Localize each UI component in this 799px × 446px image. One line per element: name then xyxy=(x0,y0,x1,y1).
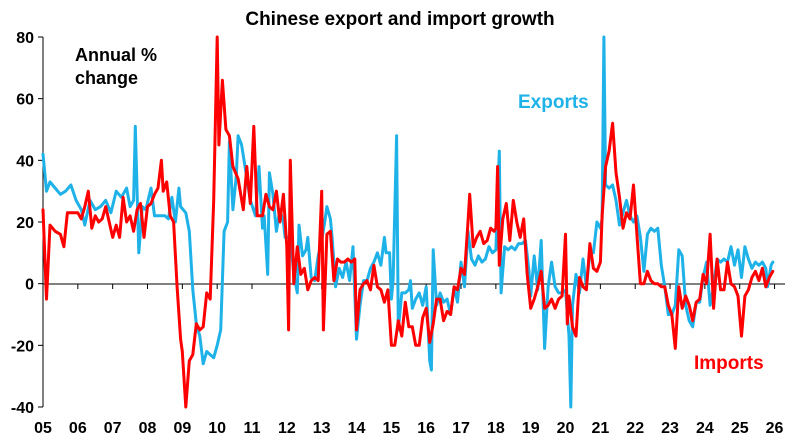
x-tick-label: 11 xyxy=(244,420,261,437)
x-tick-label: 25 xyxy=(731,420,749,437)
unit-label-line1: Annual % xyxy=(75,45,157,65)
y-tick-label: 40 xyxy=(16,153,34,170)
exports-line xyxy=(41,35,775,409)
x-tick-label: 16 xyxy=(417,420,435,437)
unit-label-line2: change xyxy=(75,68,138,88)
x-tick-label: 23 xyxy=(661,420,679,437)
x-tick-label: 13 xyxy=(313,420,331,437)
x-tick-label: 09 xyxy=(173,420,191,437)
x-tick-label: 19 xyxy=(522,420,540,437)
y-tick-label: -20 xyxy=(11,338,34,355)
imports-line xyxy=(41,35,775,409)
y-tick-label: 60 xyxy=(16,92,34,109)
x-tick-label: 17 xyxy=(452,420,470,437)
y-tick-label: 0 xyxy=(25,277,34,294)
x-ticks: 05 06 07 08 09 10 11 12 13 14 15 16 17 18 19 20 21 22 23 24… xyxy=(34,284,784,437)
x-tick-label: 22 xyxy=(626,420,644,437)
x-tick-label: 26 xyxy=(766,420,784,437)
x-tick-label: 10 xyxy=(208,420,226,437)
x-tick-label: 06 xyxy=(69,420,87,437)
x-tick-label: 21 xyxy=(591,420,609,437)
x-tick-label: 12 xyxy=(278,420,296,437)
x-tick-label: 08 xyxy=(139,420,157,437)
x-tick-label: 24 xyxy=(696,420,714,437)
imports-series-label: Imports xyxy=(694,353,764,374)
x-tick-label: 20 xyxy=(557,420,575,437)
y-tick-label: 20 xyxy=(16,215,34,232)
x-tick-label: 14 xyxy=(348,420,366,437)
series-lines xyxy=(41,35,775,409)
y-tick-label: -40 xyxy=(11,400,34,417)
x-tick-label: 07 xyxy=(104,420,122,437)
y-ticks: 80 60 40 20 0 -20 -40 xyxy=(11,30,43,417)
y-axis: 80 60 40 20 0 -20 -40 xyxy=(11,30,44,417)
exports-series-label: Exports xyxy=(518,92,589,113)
x-tick-label: 15 xyxy=(382,420,400,437)
x-axis: 05 06 07 08 09 10 11 12 13 14 15 16 17 18 19 20 21 22 23 24… xyxy=(34,283,785,437)
chart-title: Chinese export and import growth xyxy=(245,9,554,30)
x-tick-label: 18 xyxy=(487,420,505,437)
y-tick-label: 80 xyxy=(16,30,34,47)
x-tick-label: 05 xyxy=(34,420,52,437)
